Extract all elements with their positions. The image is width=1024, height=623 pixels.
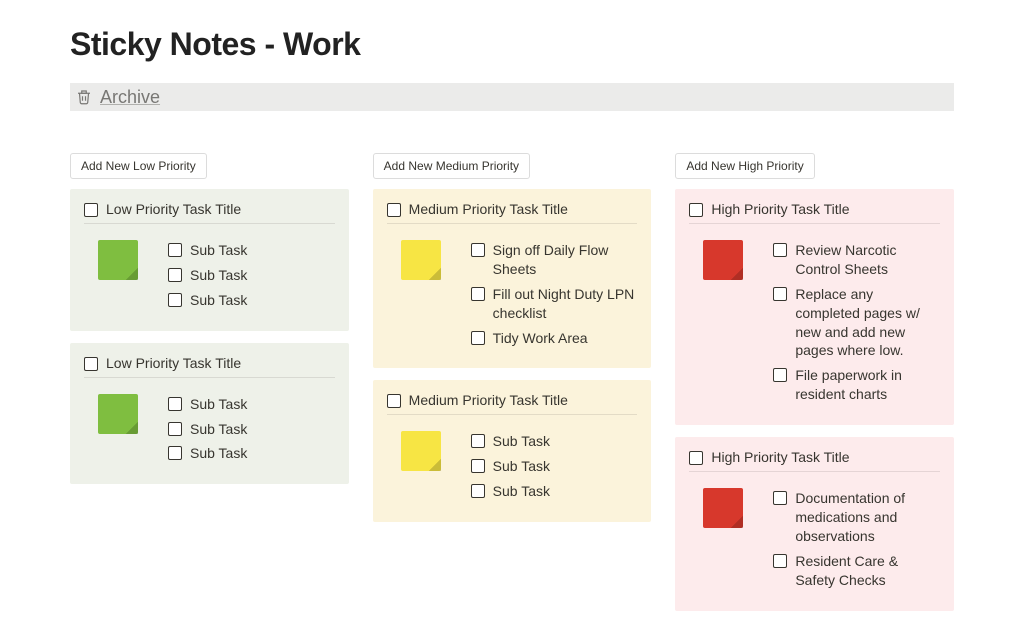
card-title: Medium Priority Task Title [409,201,568,217]
sticky-red-icon [703,240,743,280]
subtask-label: Sub Task [190,266,247,285]
subtask-checkbox[interactable] [168,446,182,460]
subtask-checkbox[interactable] [471,331,485,345]
subtask-label: Sub Task [493,432,550,451]
sticky-green-icon [98,394,138,434]
add-low-priority-button[interactable]: Add New Low Priority [70,153,207,179]
add-medium-priority-button[interactable]: Add New Medium Priority [373,153,530,179]
subtask-label: Sub Task [493,482,550,501]
sticky-red-icon [703,488,743,528]
task-checkbox[interactable] [689,203,703,217]
subtask-label: Review Narcotic Control Sheets [795,241,940,279]
subtask-checkbox[interactable] [471,484,485,498]
subtask-label: Sub Task [190,241,247,260]
card-title: Low Priority Task Title [106,201,241,217]
sticky-yellow-icon [401,240,441,280]
subtask-label: File paperwork in resident charts [795,366,940,404]
subtask-checkbox[interactable] [773,491,787,505]
subtask-checkbox[interactable] [773,368,787,382]
high-card: High Priority Task Title Documentation o… [675,437,954,610]
subtask-checkbox[interactable] [773,287,787,301]
card-title: Low Priority Task Title [106,355,241,371]
column-low: Add New Low Priority Low Priority Task T… [70,153,349,623]
column-high: Add New High Priority High Priority Task… [675,153,954,623]
subtask-checkbox[interactable] [168,243,182,257]
subtask-label: Sub Task [493,457,550,476]
task-checkbox[interactable] [387,203,401,217]
subtask-checkbox[interactable] [471,243,485,257]
card-title: Medium Priority Task Title [409,392,568,408]
subtask-checkbox[interactable] [168,397,182,411]
sticky-yellow-icon [401,431,441,471]
medium-card: Medium Priority Task Title Sub Task Sub … [373,380,652,522]
subtask-label: Fill out Night Duty LPN checklist [493,285,638,323]
subtask-label: Replace any completed pages w/ new and a… [795,285,940,361]
low-card: Low Priority Task Title Sub Task Sub Tas… [70,189,349,331]
task-checkbox[interactable] [84,203,98,217]
subtask-label: Resident Care & Safety Checks [795,552,940,590]
sticky-green-icon [98,240,138,280]
task-checkbox[interactable] [689,451,703,465]
subtask-label: Sub Task [190,291,247,310]
subtask-label: Sub Task [190,395,247,414]
subtask-checkbox[interactable] [773,243,787,257]
subtask-checkbox[interactable] [168,268,182,282]
card-title: High Priority Task Title [711,201,849,217]
subtask-label: Documentation of medications and observa… [795,489,940,546]
subtask-checkbox[interactable] [471,287,485,301]
trash-icon [74,87,94,107]
subtask-checkbox[interactable] [168,422,182,436]
subtask-label: Sub Task [190,420,247,439]
subtask-checkbox[interactable] [168,293,182,307]
page-title: Sticky Notes - Work [70,26,954,63]
task-checkbox[interactable] [84,357,98,371]
task-checkbox[interactable] [387,394,401,408]
archive-label: Archive [100,87,160,108]
subtask-checkbox[interactable] [471,434,485,448]
high-card: High Priority Task Title Review Narcotic… [675,189,954,425]
low-card: Low Priority Task Title Sub Task Sub Tas… [70,343,349,485]
subtask-checkbox[interactable] [471,459,485,473]
board-columns: Add New Low Priority Low Priority Task T… [70,153,954,623]
column-medium: Add New Medium Priority Medium Priority … [373,153,652,623]
subtask-label: Tidy Work Area [493,329,588,348]
card-title: High Priority Task Title [711,449,849,465]
medium-card: Medium Priority Task Title Sign off Dail… [373,189,652,368]
add-high-priority-button[interactable]: Add New High Priority [675,153,814,179]
subtask-label: Sign off Daily Flow Sheets [493,241,638,279]
archive-bar[interactable]: Archive [70,83,954,111]
subtask-label: Sub Task [190,444,247,463]
